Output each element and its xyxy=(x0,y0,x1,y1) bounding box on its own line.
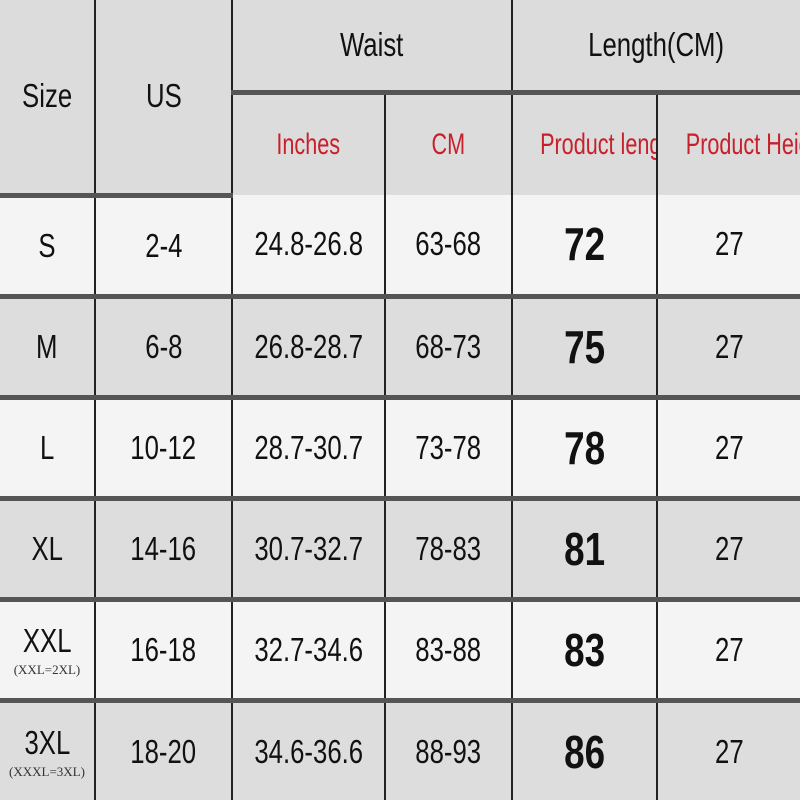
length-cell: 83 xyxy=(511,596,658,703)
subheader-cm: CM xyxy=(384,89,513,195)
table-row: XL 14-16 30.7-32.7 78-83 81 27 xyxy=(0,495,800,602)
inches-cell: 34.6-36.6 xyxy=(231,697,386,800)
length-cell-value: 78 xyxy=(564,421,605,474)
height-cell: 27 xyxy=(655,596,800,703)
cm-cell: 78-83 xyxy=(384,495,513,602)
length-cell: 81 xyxy=(511,495,658,602)
cm-cell-value: 63-68 xyxy=(415,225,482,263)
header-length: Length(CM) xyxy=(510,0,800,95)
header-row: Size US Waist Length(CM) xyxy=(0,0,800,198)
us-cell-value: 14-16 xyxy=(130,529,197,567)
height-cell-value: 27 xyxy=(714,529,744,567)
cm-cell-value: 73-78 xyxy=(415,428,482,466)
table-row: XXL (XXL=2XL) 16-18 32.7-34.6 83-88 83 27 xyxy=(0,596,800,703)
us-cell-value: 6-8 xyxy=(144,327,183,365)
size-cell-value: S xyxy=(38,226,56,264)
header-waist-label: Waist xyxy=(340,25,404,63)
us-cell-value: 2-4 xyxy=(144,226,183,264)
length-cell: 78 xyxy=(511,394,658,501)
us-cell-value: 18-20 xyxy=(130,732,197,770)
size-cell: L xyxy=(0,394,96,501)
us-cell: 16-18 xyxy=(94,596,233,703)
size-cell-value: L xyxy=(39,428,55,466)
size-cell: XL xyxy=(0,495,96,602)
length-cell: 72 xyxy=(511,195,658,299)
cm-cell: 83-88 xyxy=(384,596,513,703)
size-cell-value: XXL xyxy=(22,621,72,659)
us-cell-value: 10-12 xyxy=(130,428,197,466)
length-cell-value: 86 xyxy=(564,725,605,778)
subheader-row: Inches CM Product length Product Height xyxy=(0,89,800,195)
size-cell-value: XL xyxy=(31,529,63,567)
table-row: 3XL (XXXL=3XL) 18-20 34.6-36.6 88-93 86 27 xyxy=(0,697,800,800)
size-cell-value: 3XL xyxy=(24,723,70,761)
subheader-inches: Inches xyxy=(232,89,386,195)
size-note: (XXL=2XL) xyxy=(13,661,81,677)
length-cell-value: 83 xyxy=(564,623,605,676)
length-cell-value: 75 xyxy=(564,320,605,373)
table-row: S 2-4 24.8-26.8 63-68 72 27 xyxy=(0,195,800,299)
length-cell-value: 72 xyxy=(564,218,605,271)
size-cell: S xyxy=(0,195,96,299)
height-cell-value: 27 xyxy=(714,327,744,365)
table-row: L 10-12 28.7-30.7 73-78 78 27 xyxy=(0,394,800,501)
inches-cell: 30.7-32.7 xyxy=(231,495,386,602)
us-cell: 14-16 xyxy=(94,495,233,602)
height-cell-value: 27 xyxy=(714,732,744,770)
header-waist: Waist xyxy=(231,0,513,95)
subheader-product-height: Product Height xyxy=(655,89,800,195)
inches-cell-value: 32.7-34.6 xyxy=(254,630,363,668)
inches-cell-value: 28.7-30.7 xyxy=(254,428,363,466)
height-cell-value: 27 xyxy=(714,225,744,263)
size-cell: 3XL (XXXL=3XL) xyxy=(0,697,96,800)
header-length-label: Length(CM) xyxy=(588,25,725,63)
inches-cell: 26.8-28.7 xyxy=(231,293,386,400)
cm-cell-value: 68-73 xyxy=(415,327,482,365)
inches-cell: 28.7-30.7 xyxy=(231,394,386,501)
header-size: Size xyxy=(0,0,96,198)
height-cell-value: 27 xyxy=(714,428,744,466)
us-cell: 6-8 xyxy=(94,293,233,400)
header-us: US xyxy=(94,0,233,198)
height-cell: 27 xyxy=(655,293,800,400)
table-row: M 6-8 26.8-28.7 68-73 75 27 xyxy=(0,293,800,400)
cm-cell: 73-78 xyxy=(384,394,513,501)
subheader-product-length-label: Product length xyxy=(540,127,655,161)
length-cell: 86 xyxy=(511,697,658,800)
us-cell: 10-12 xyxy=(94,394,233,501)
height-cell: 27 xyxy=(655,394,800,501)
size-cell-value: M xyxy=(36,327,58,365)
subheader-product-height-label: Product Height xyxy=(685,127,800,161)
length-cell: 75 xyxy=(511,293,658,400)
size-cell: M xyxy=(0,293,96,400)
cm-cell-value: 83-88 xyxy=(415,630,482,668)
cm-cell: 63-68 xyxy=(384,195,513,299)
inches-cell-value: 34.6-36.6 xyxy=(254,732,363,770)
cm-cell-value: 78-83 xyxy=(415,529,482,567)
inches-cell: 24.8-26.8 xyxy=(231,195,386,299)
us-cell-value: 16-18 xyxy=(130,630,197,668)
height-cell-value: 27 xyxy=(714,630,744,668)
inches-cell: 32.7-34.6 xyxy=(231,596,386,703)
height-cell: 27 xyxy=(655,195,800,299)
size-cell: XXL (XXL=2XL) xyxy=(0,596,96,703)
us-cell: 2-4 xyxy=(94,195,233,299)
cm-cell: 88-93 xyxy=(384,697,513,800)
subheader-inches-label: Inches xyxy=(276,127,341,161)
size-note: (XXXL=3XL) xyxy=(9,763,85,779)
height-cell: 27 xyxy=(655,697,800,800)
header-us-label: US xyxy=(145,77,182,115)
inches-cell-value: 26.8-28.7 xyxy=(254,327,363,365)
cm-cell: 68-73 xyxy=(384,293,513,400)
inches-cell-value: 30.7-32.7 xyxy=(254,529,363,567)
length-cell-value: 81 xyxy=(564,522,605,575)
subheader-cm-label: CM xyxy=(431,127,466,161)
header-size-label: Size xyxy=(21,77,73,115)
us-cell: 18-20 xyxy=(94,697,233,800)
inches-cell-value: 24.8-26.8 xyxy=(254,225,363,263)
cm-cell-value: 88-93 xyxy=(415,732,482,770)
height-cell: 27 xyxy=(655,495,800,602)
subheader-product-length: Product length xyxy=(511,89,658,195)
